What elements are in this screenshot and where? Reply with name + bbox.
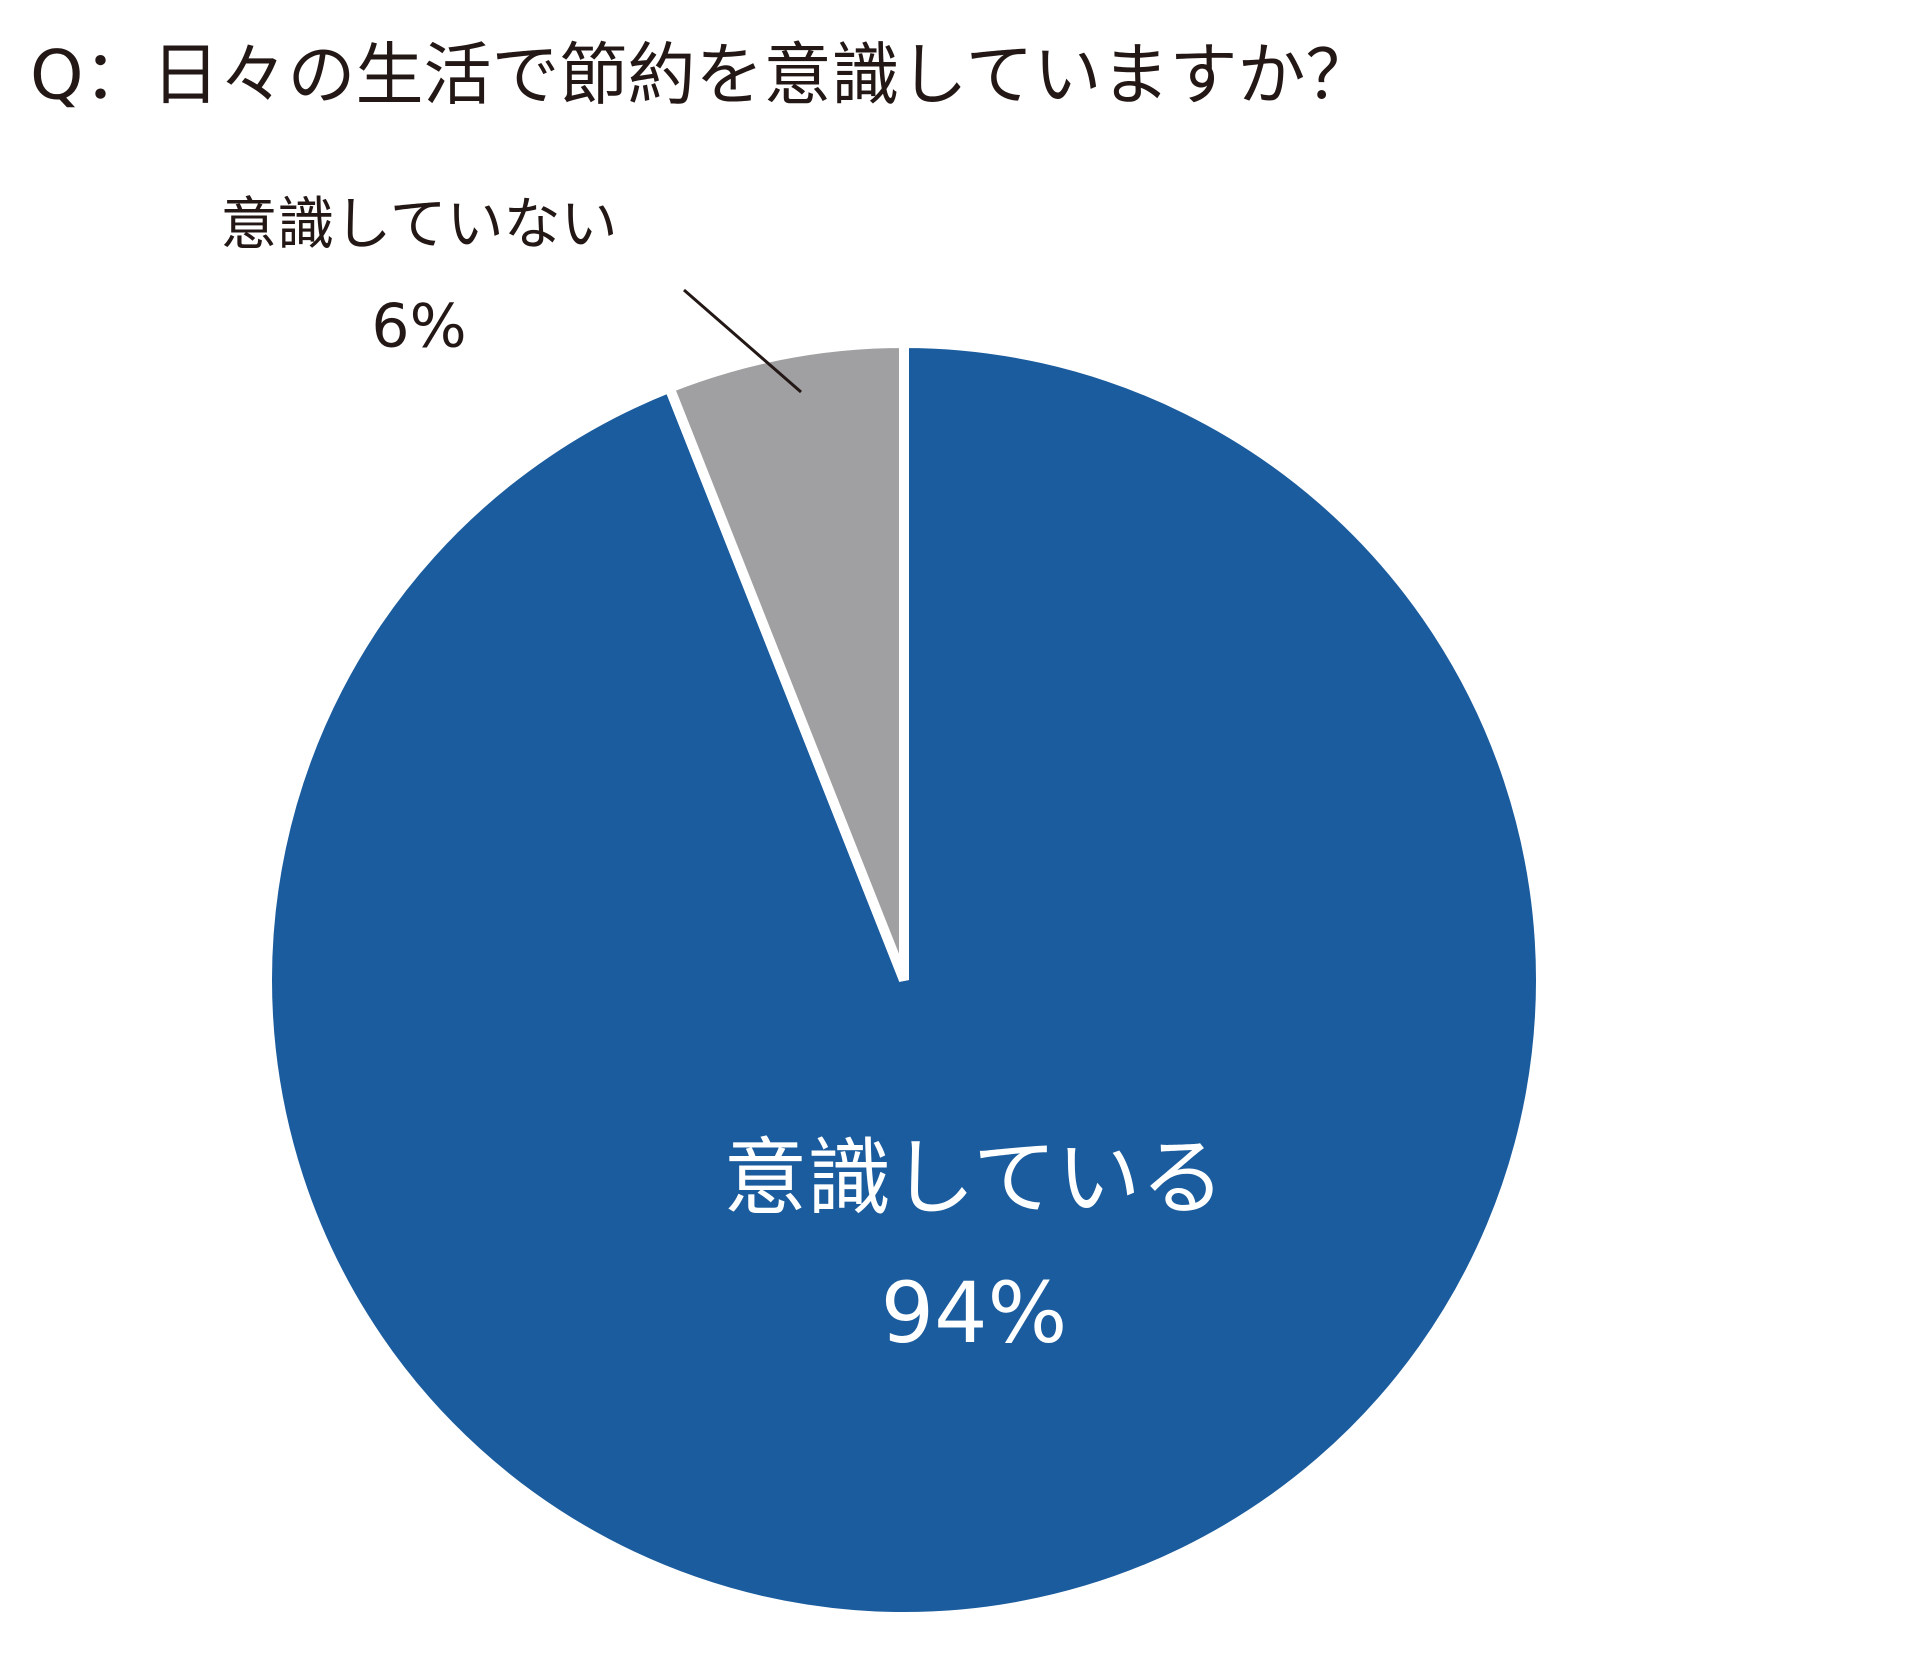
leader-line	[683, 288, 802, 394]
slice-label: 意識していない	[220, 192, 617, 258]
slice-label: 意識している	[723, 1129, 1224, 1227]
value-label: 6%	[371, 292, 466, 362]
pie-slice	[663, 337, 909, 982]
value-label: 94%	[881, 1264, 1068, 1362]
chart-title: Q：日々の生活で節約を意識していますか？	[30, 37, 1374, 116]
